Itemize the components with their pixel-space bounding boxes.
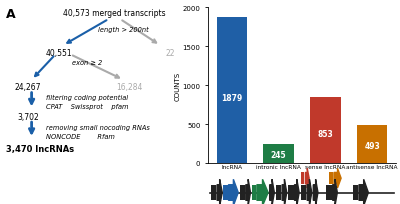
Bar [326,185,332,200]
Text: 1879: 1879 [221,93,242,102]
Bar [263,144,294,163]
Polygon shape [359,179,368,204]
Text: 24,267: 24,267 [15,82,41,91]
Text: length > 200nt: length > 200nt [98,27,149,33]
Text: 853: 853 [318,129,333,138]
Polygon shape [334,169,341,188]
Y-axis label: COUNTS: COUNTS [175,71,181,100]
Text: filtering coding potential: filtering coding potential [46,94,128,100]
Bar [216,18,247,163]
Text: CPAT    Swissprot    pfam: CPAT Swissprot pfam [46,103,129,109]
Bar [288,185,294,200]
Bar [301,173,304,184]
Bar [224,185,228,200]
Polygon shape [294,179,299,204]
Text: 245: 245 [271,150,286,159]
Text: 3,702: 3,702 [17,113,39,122]
Text: removing small nocoding RNAs: removing small nocoding RNAs [46,124,150,131]
Bar [252,185,256,200]
Text: 40,551: 40,551 [46,49,72,58]
Bar [211,185,216,200]
Polygon shape [282,179,287,204]
Polygon shape [217,179,222,204]
Text: 16,284: 16,284 [116,82,142,91]
Text: 22: 22 [166,49,176,58]
Text: 40,573 merged transcripts: 40,573 merged transcripts [63,9,166,18]
Polygon shape [257,179,268,204]
Polygon shape [270,179,274,204]
Text: 3,470 lncRNAs: 3,470 lncRNAs [6,144,74,153]
Polygon shape [307,179,312,204]
Text: exon ≥ 2: exon ≥ 2 [72,60,102,66]
Bar [329,173,333,184]
Bar [310,97,341,163]
Bar [353,185,358,200]
Bar [276,185,281,200]
Polygon shape [246,179,250,204]
Polygon shape [228,179,238,204]
Text: NONCODE        Rfam: NONCODE Rfam [46,133,115,139]
Text: B: B [206,0,216,2]
Polygon shape [333,179,337,204]
Polygon shape [305,169,309,188]
Bar [301,185,306,200]
Text: 493: 493 [364,142,380,151]
Bar [357,125,388,163]
Text: A: A [6,8,16,21]
Bar [240,185,245,200]
Polygon shape [313,179,318,204]
